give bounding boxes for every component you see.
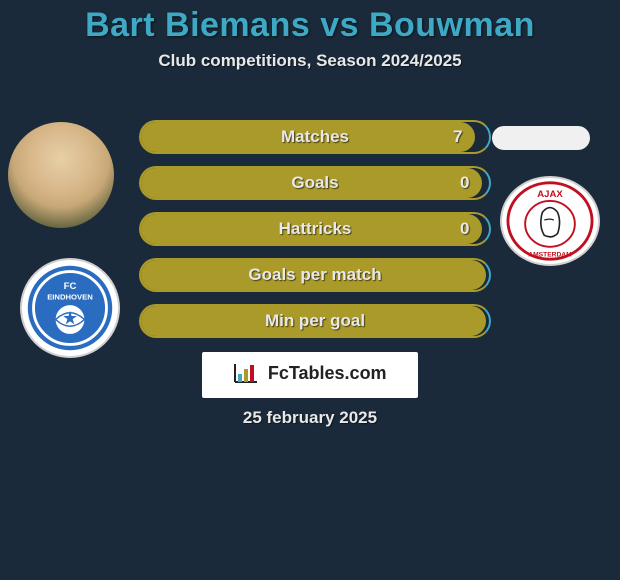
stat-label: Goals per match [141, 265, 489, 285]
ajax-icon: AJAX AMSTERDAM [502, 178, 598, 264]
stat-label: Goals [141, 173, 489, 193]
stat-value-left: 7 [453, 127, 462, 147]
club-right-badge: AJAX AMSTERDAM [500, 176, 600, 266]
svg-text:EINDHOVEN: EINDHOVEN [47, 292, 93, 301]
stat-value-left: 0 [460, 219, 469, 239]
stat-label: Min per goal [141, 311, 489, 331]
stat-value-left: 0 [460, 173, 469, 193]
branding-text: FcTables.com [268, 363, 387, 383]
stat-row: Min per goal [139, 304, 491, 338]
bar-chart-icon [233, 362, 259, 384]
fc-eindhoven-icon: FC EINDHOVEN [22, 260, 118, 356]
player-left-photo [8, 122, 114, 228]
stat-row: Hattricks0 [139, 212, 491, 246]
branding-box[interactable]: FcTables.com [202, 352, 418, 398]
stat-rows: Matches7Goals0Hattricks0Goals per matchM… [139, 120, 491, 350]
date-text: 25 february 2025 [0, 408, 620, 428]
page-title: Bart Biemans vs Bouwman [0, 0, 620, 45]
comparison-widget: Bart Biemans vs Bouwman Club competition… [0, 0, 620, 580]
svg-text:AJAX: AJAX [537, 189, 563, 200]
player-right-photo [492, 126, 590, 150]
stat-row: Goals per match [139, 258, 491, 292]
stat-row: Matches7 [139, 120, 491, 154]
svg-text:AMSTERDAM: AMSTERDAM [528, 251, 572, 258]
stat-row: Goals0 [139, 166, 491, 200]
page-subtitle: Club competitions, Season 2024/2025 [0, 51, 620, 71]
svg-text:FC: FC [64, 281, 77, 292]
stat-label: Hattricks [141, 219, 489, 239]
club-left-badge: FC EINDHOVEN [20, 258, 120, 358]
stat-label: Matches [141, 127, 489, 147]
